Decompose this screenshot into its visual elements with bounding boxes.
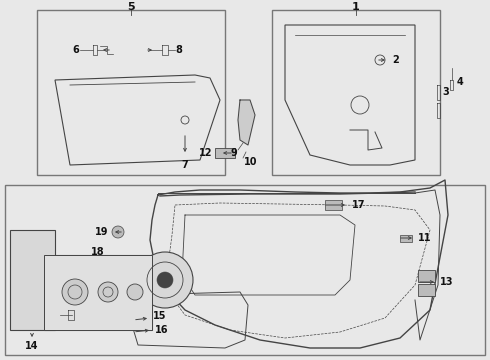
Text: 18: 18: [91, 247, 105, 257]
Bar: [10, 230, 55, 330]
Text: 5: 5: [127, 2, 135, 12]
Text: 17: 17: [352, 200, 366, 210]
Bar: [215, 148, 235, 158]
Text: 1: 1: [352, 2, 360, 12]
Text: 6: 6: [72, 45, 79, 55]
Circle shape: [137, 252, 193, 308]
Text: 10: 10: [244, 157, 258, 167]
Bar: [37, 10, 225, 175]
Text: 13: 13: [440, 277, 454, 287]
Bar: [325, 200, 342, 210]
Bar: [418, 270, 435, 282]
Circle shape: [98, 282, 118, 302]
Text: 15: 15: [153, 311, 167, 321]
Text: 8: 8: [175, 45, 182, 55]
Text: 3: 3: [442, 87, 449, 97]
Circle shape: [127, 284, 143, 300]
Bar: [272, 10, 440, 175]
Text: 4: 4: [457, 77, 464, 87]
Bar: [44, 255, 152, 330]
Circle shape: [157, 272, 173, 288]
Text: 16: 16: [155, 325, 169, 335]
Text: 11: 11: [418, 233, 432, 243]
Bar: [418, 284, 435, 296]
Text: 19: 19: [95, 227, 108, 237]
Text: 9: 9: [230, 148, 237, 158]
Bar: [44, 255, 152, 330]
Text: 2: 2: [392, 55, 399, 65]
Bar: [400, 235, 412, 242]
Text: 12: 12: [198, 148, 212, 158]
Text: 7: 7: [182, 160, 188, 170]
Circle shape: [62, 279, 88, 305]
Circle shape: [112, 226, 124, 238]
Text: 14: 14: [25, 341, 39, 351]
Polygon shape: [238, 100, 255, 145]
Bar: [5, 185, 485, 355]
